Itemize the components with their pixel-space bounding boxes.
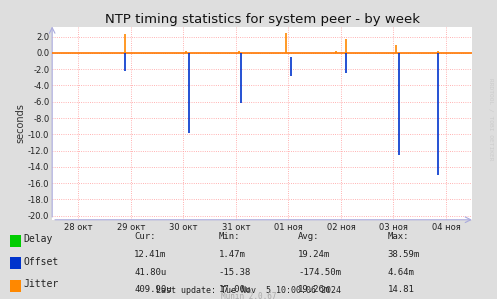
- Text: 38.59m: 38.59m: [388, 250, 420, 259]
- Text: 4.64m: 4.64m: [388, 268, 414, 277]
- Text: RRDTOOL / TOBI OETIKER: RRDTOOL / TOBI OETIKER: [488, 78, 493, 161]
- Text: 409.90u: 409.90u: [134, 285, 172, 294]
- Text: -174.50m: -174.50m: [298, 268, 341, 277]
- Text: Last update: Tue Nov  5 10:00:06 2024: Last update: Tue Nov 5 10:00:06 2024: [156, 286, 341, 295]
- Text: Max:: Max:: [388, 232, 409, 241]
- Text: Min:: Min:: [219, 232, 240, 241]
- Text: Offset: Offset: [24, 257, 59, 267]
- Text: 14.81: 14.81: [388, 285, 414, 294]
- Text: Munin 2.0.67: Munin 2.0.67: [221, 292, 276, 299]
- Text: -15.38: -15.38: [219, 268, 251, 277]
- Text: Delay: Delay: [24, 234, 53, 244]
- Text: Avg:: Avg:: [298, 232, 320, 241]
- Text: Cur:: Cur:: [134, 232, 156, 241]
- Text: Jitter: Jitter: [24, 279, 59, 289]
- Y-axis label: seconds: seconds: [15, 103, 25, 143]
- Title: NTP timing statistics for system peer - by week: NTP timing statistics for system peer - …: [105, 13, 419, 26]
- Text: 41.80u: 41.80u: [134, 268, 166, 277]
- Text: 19.26m: 19.26m: [298, 285, 331, 294]
- Text: 12.41m: 12.41m: [134, 250, 166, 259]
- Text: 17.00u: 17.00u: [219, 285, 251, 294]
- Text: 19.24m: 19.24m: [298, 250, 331, 259]
- Text: 1.47m: 1.47m: [219, 250, 246, 259]
